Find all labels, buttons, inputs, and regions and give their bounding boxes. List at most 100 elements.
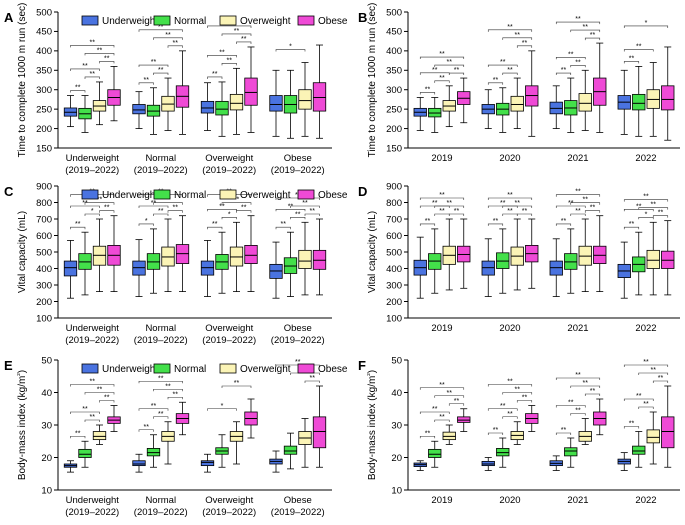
box-normal	[632, 431, 646, 468]
significance-bracket: **	[304, 208, 320, 216]
significance-label: **	[439, 192, 445, 199]
significance-label: **	[97, 197, 103, 204]
significance-label: **	[310, 375, 316, 382]
box-underweight	[200, 453, 215, 473]
box-normal	[283, 69, 298, 139]
x-tick-label: 2019	[431, 495, 452, 506]
significance-label: **	[590, 205, 596, 212]
significance-label: **	[90, 71, 96, 78]
significance-bracket: **	[434, 390, 465, 398]
x-tick-label: Underweight	[66, 495, 120, 506]
significance-label: **	[281, 221, 287, 228]
box-obese	[175, 215, 190, 293]
y-tick-label: 100	[386, 313, 402, 324]
box-obese	[661, 385, 675, 468]
legend-swatch-overweight	[219, 363, 237, 374]
y-tick-label: 900	[36, 181, 52, 192]
significance-bracket: **	[516, 208, 533, 216]
significance-label: **	[151, 59, 157, 66]
bracket-line	[516, 45, 533, 48]
significance-bracket: **	[99, 55, 115, 64]
legend-swatch-normal	[153, 189, 171, 200]
box-body	[78, 448, 92, 458]
box-body	[200, 100, 215, 114]
x-tick-sublabel: (2019–2022)	[65, 165, 119, 176]
bracket-line	[434, 80, 450, 83]
significance-bracket: **	[623, 55, 640, 64]
y-tick-label: 40	[391, 388, 402, 399]
bracket-line	[138, 64, 169, 68]
y-tick-label: 50	[391, 355, 402, 366]
significance-bracket: **	[555, 67, 572, 76]
bracket-line	[207, 25, 252, 28]
box-underweight	[269, 69, 283, 137]
significance-bracket: **	[290, 200, 320, 208]
significance-label: **	[432, 200, 438, 207]
box-obese	[312, 218, 327, 296]
x-tick-label: 2021	[567, 495, 588, 506]
x-tick-sublabel: (2019–2022)	[134, 165, 188, 176]
box-body	[63, 260, 78, 277]
bracket-line	[236, 210, 252, 213]
bracket-line	[419, 197, 465, 200]
significance-bracket: **	[167, 391, 183, 400]
significance-bracket: **	[138, 403, 169, 411]
y-axis-label: Body-mass index (kg/m²)	[365, 370, 378, 480]
significance-label: **	[590, 32, 596, 39]
box-overweight	[646, 221, 660, 296]
significance-bracket: *	[221, 211, 237, 220]
box-body	[564, 447, 578, 457]
significance-bracket: **	[70, 221, 86, 230]
box-overweight	[578, 69, 592, 131]
significance-bracket: **	[138, 24, 183, 32]
bracket-line	[584, 37, 601, 41]
box-underweight	[617, 69, 631, 135]
significance-label: **	[227, 57, 233, 64]
x-tick-sublabel: (2019–2022)	[65, 335, 119, 346]
significance-bracket: **	[516, 40, 533, 48]
significance-bracket: **	[652, 210, 669, 218]
y-tick-label: 600	[36, 231, 52, 242]
x-tick-label: Overweight	[205, 153, 253, 164]
x-tick-sublabel: (2019–2022)	[202, 335, 256, 346]
y-tick-label: 150	[36, 143, 52, 154]
box-obese	[525, 405, 539, 432]
x-tick-sublabel: (2019–2022)	[202, 165, 256, 176]
significance-bracket: **	[623, 359, 669, 367]
box-overweight	[161, 77, 175, 131]
legend-label-underweight: Underweight	[102, 16, 158, 27]
box-underweight	[132, 91, 146, 129]
bracket-line	[555, 377, 601, 380]
significance-label: **	[454, 208, 460, 215]
significance-bracket: **	[555, 51, 586, 60]
significance-bracket: **	[153, 208, 169, 216]
bracket-line	[419, 435, 436, 439]
box-overweight	[442, 218, 456, 291]
significance-bracket: **	[638, 202, 669, 210]
significance-bracket: **	[502, 32, 533, 40]
box-body	[132, 104, 146, 115]
bracket-line	[153, 213, 169, 216]
significance-label: **	[636, 44, 642, 51]
panel-label: C	[4, 184, 14, 199]
legend-label-overweight: Overweight	[240, 364, 291, 375]
bracket-line	[84, 213, 100, 216]
box-body	[244, 244, 258, 264]
box-overweight	[161, 421, 175, 465]
box-normal	[215, 81, 229, 137]
x-tick-label: Obese	[284, 153, 312, 164]
significance-bracket: **	[419, 67, 450, 75]
bracket-line	[638, 406, 654, 409]
bracket-line	[207, 76, 223, 79]
significance-label: **	[219, 49, 225, 56]
y-tick-label: 20	[391, 453, 402, 464]
significance-bracket: **	[487, 77, 504, 85]
bracket-line	[555, 21, 601, 25]
significance-label: **	[561, 427, 567, 434]
significance-label: *	[221, 403, 224, 410]
y-tick-label: 100	[36, 313, 52, 324]
bracket-line	[623, 226, 640, 230]
significance-bracket: **	[207, 49, 237, 58]
box-underweight	[617, 241, 631, 299]
bracket-line	[138, 205, 169, 208]
